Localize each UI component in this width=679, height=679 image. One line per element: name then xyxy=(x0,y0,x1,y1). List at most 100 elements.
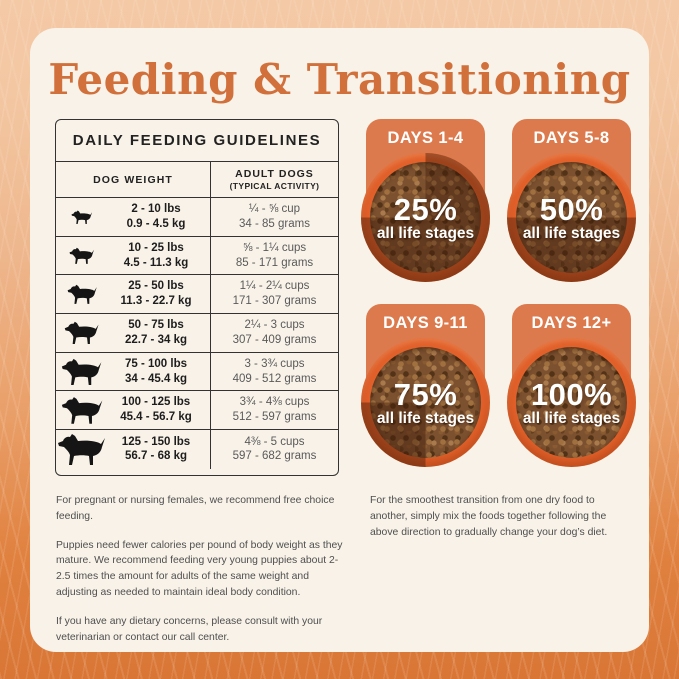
dog-weight-cell: 10 - 25 lbs 4.5 - 11.3 kg xyxy=(108,241,210,271)
table-row: 50 - 75 lbs 22.7 - 34 kg 2¼ - 3 cups 307… xyxy=(56,314,338,353)
dog-icon xyxy=(56,358,108,386)
days-label: DAYS 1-4 xyxy=(387,129,464,147)
table-header-row: DOG WEIGHT ADULT DOGS (TYPICAL ACTIVITY) xyxy=(56,162,338,198)
food-bowl: 50% all life stages xyxy=(507,153,636,282)
old-food-overlay xyxy=(361,153,490,282)
weight-lbs: 50 - 75 lbs xyxy=(128,318,184,331)
feeding-guide-card: Feeding & Transitioning DAILY FEEDING GU… xyxy=(30,28,649,652)
kibble-texture xyxy=(516,162,627,273)
feeding-amount-cell: ¼ - ⅝ cup 34 - 85 grams xyxy=(211,198,338,236)
daily-feeding-guidelines-table: DAILY FEEDING GUIDELINES DOG WEIGHT ADUL… xyxy=(55,119,339,476)
old-food-overlay xyxy=(361,338,490,467)
dog-weight-cell: 25 - 50 lbs 11.3 - 22.7 kg xyxy=(108,279,210,309)
table-row: 100 - 125 lbs 45.4 - 56.7 kg 3¾ - 4⅜ cup… xyxy=(56,391,338,431)
amount-grams: 171 - 307 grams xyxy=(232,295,317,308)
weight-kg: 22.7 - 34 kg xyxy=(124,333,187,346)
kibble-texture xyxy=(370,162,481,273)
weight-kg: 56.7 - 68 kg xyxy=(124,450,187,463)
dog-icon xyxy=(56,433,108,466)
weight-lbs: 10 - 25 lbs xyxy=(128,241,184,254)
amount-grams: 512 - 597 grams xyxy=(232,411,317,424)
food-bowl: 100% all life stages xyxy=(507,338,636,467)
amount-cups: 3 - 3¾ cups xyxy=(244,357,305,370)
weight-lbs: 75 - 100 lbs xyxy=(124,357,187,370)
dog-icon xyxy=(56,210,108,224)
transition-step: DAYS 12+ 100% all life stages xyxy=(506,304,637,476)
table-row: 125 - 150 lbs 56.7 - 68 kg 4⅜ - 5 cups 5… xyxy=(56,430,338,469)
transition-step: DAYS 9-11 75% all life stages xyxy=(360,304,491,476)
amount-grams: 34 - 85 grams xyxy=(239,217,310,230)
feeding-amount-cell: 4⅜ - 5 cups 597 - 682 grams xyxy=(211,430,338,469)
transition-note: For the smoothest transition from one dr… xyxy=(370,495,608,538)
dog-icon xyxy=(56,396,108,425)
weight-lbs: 25 - 50 lbs xyxy=(128,280,184,293)
amount-grams: 307 - 409 grams xyxy=(232,333,317,346)
feeding-notes-column: For pregnant or nursing females, we reco… xyxy=(56,493,348,659)
new-food-percentage: 100% xyxy=(530,377,613,412)
transition-note-column: For the smoothest transition from one dr… xyxy=(370,493,625,659)
feeding-note: Puppies need fewer calories per pound of… xyxy=(56,539,343,599)
feeding-note: For pregnant or nursing females, we reco… xyxy=(56,495,335,522)
weight-kg: 34 - 45.4 kg xyxy=(124,372,187,385)
adult-dogs-label: ADULT DOGS xyxy=(235,168,314,180)
all-life-stages-label: all life stages xyxy=(376,225,475,242)
table-row: 10 - 25 lbs 4.5 - 11.3 kg ⅝ - 1¼ cups 85… xyxy=(56,236,338,276)
all-life-stages-label: all life stages xyxy=(376,410,475,427)
amount-cups: 1¼ - 2¼ cups xyxy=(239,280,310,293)
amount-cups: 4⅜ - 5 cups xyxy=(244,435,305,448)
dog-icon xyxy=(56,321,108,345)
days-label: DAYS 5-8 xyxy=(533,129,610,147)
dog-weight-cell: 125 - 150 lbs 56.7 - 68 kg xyxy=(108,435,210,465)
transition-bowls-grid: DAYS 1-4 25% all life stages DAYS 5-8 50… xyxy=(360,119,637,476)
amount-cups: ¼ - ⅝ cup xyxy=(248,202,301,215)
table-row: 75 - 100 lbs 34 - 45.4 kg 3 - 3¾ cups 40… xyxy=(56,352,338,392)
main-content: DAILY FEEDING GUIDELINES DOG WEIGHT ADUL… xyxy=(55,119,649,476)
feeding-amount-cell: 3¾ - 4⅜ cups 512 - 597 grams xyxy=(211,391,338,429)
weight-kg: 4.5 - 11.3 kg xyxy=(123,256,189,269)
weight-kg: 11.3 - 22.7 kg xyxy=(120,295,192,308)
weight-lbs: 100 - 125 lbs xyxy=(121,396,191,409)
dog-weight-cell: 2 - 10 lbs 0.9 - 4.5 kg xyxy=(108,202,210,232)
weight-kg: 45.4 - 56.7 kg xyxy=(120,411,192,424)
table-row: 2 - 10 lbs 0.9 - 4.5 kg ¼ - ⅝ cup 34 - 8… xyxy=(56,198,338,237)
kibble-texture xyxy=(516,347,627,458)
dog-weight-cell: 50 - 75 lbs 22.7 - 34 kg xyxy=(108,318,210,348)
amount-grams: 409 - 512 grams xyxy=(232,372,317,385)
weight-lbs: 2 - 10 lbs xyxy=(131,202,181,215)
feeding-amount-cell: 1¼ - 2¼ cups 171 - 307 grams xyxy=(211,275,338,313)
amount-grams: 85 - 171 grams xyxy=(235,256,314,269)
new-food-percentage: 25% xyxy=(393,192,458,227)
days-label: DAYS 9-11 xyxy=(383,314,468,332)
new-food-percentage: 75% xyxy=(393,377,458,412)
amount-cups: ⅝ - 1¼ cups xyxy=(242,241,307,254)
days-label: DAYS 12+ xyxy=(531,314,612,332)
feeding-amount-cell: 3 - 3¾ cups 409 - 512 grams xyxy=(211,353,338,391)
typical-activity-label: (TYPICAL ACTIVITY) xyxy=(229,181,320,191)
all-life-stages-label: all life stages xyxy=(522,225,621,242)
column-header-adult-dogs: ADULT DOGS (TYPICAL ACTIVITY) xyxy=(211,162,338,197)
amount-cups: 3¾ - 4⅜ cups xyxy=(239,396,310,409)
weight-kg: 0.9 - 4.5 kg xyxy=(126,217,186,230)
new-food-percentage: 50% xyxy=(539,192,604,227)
old-food-overlay xyxy=(507,153,636,282)
dog-weight-cell: 100 - 125 lbs 45.4 - 56.7 kg xyxy=(108,395,210,425)
feeding-note: If you have any dietary concerns, please… xyxy=(56,615,323,643)
amount-cups: 2¼ - 3 cups xyxy=(244,318,305,331)
dog-icon xyxy=(56,284,108,305)
transition-step: DAYS 1-4 25% all life stages xyxy=(360,119,491,291)
food-bowl: 75% all life stages xyxy=(361,338,490,467)
dog-icon xyxy=(56,247,108,264)
dog-weight-cell: 75 - 100 lbs 34 - 45.4 kg xyxy=(108,357,210,387)
table-body: 2 - 10 lbs 0.9 - 4.5 kg ¼ - ⅝ cup 34 - 8… xyxy=(56,198,338,469)
transition-step: DAYS 5-8 50% all life stages xyxy=(506,119,637,291)
amount-grams: 597 - 682 grams xyxy=(232,450,317,463)
all-life-stages-label: all life stages xyxy=(522,410,621,427)
page-title: Feeding & Transitioning xyxy=(48,55,631,104)
feeding-amount-cell: ⅝ - 1¼ cups 85 - 171 grams xyxy=(211,237,338,275)
food-bowl: 25% all life stages xyxy=(361,153,490,282)
footnotes: For pregnant or nursing females, we reco… xyxy=(56,493,625,659)
table-title: DAILY FEEDING GUIDELINES xyxy=(56,120,338,162)
column-header-dog-weight: DOG WEIGHT xyxy=(56,162,211,197)
feeding-amount-cell: 2¼ - 3 cups 307 - 409 grams xyxy=(211,314,338,352)
weight-lbs: 125 - 150 lbs xyxy=(121,435,191,448)
